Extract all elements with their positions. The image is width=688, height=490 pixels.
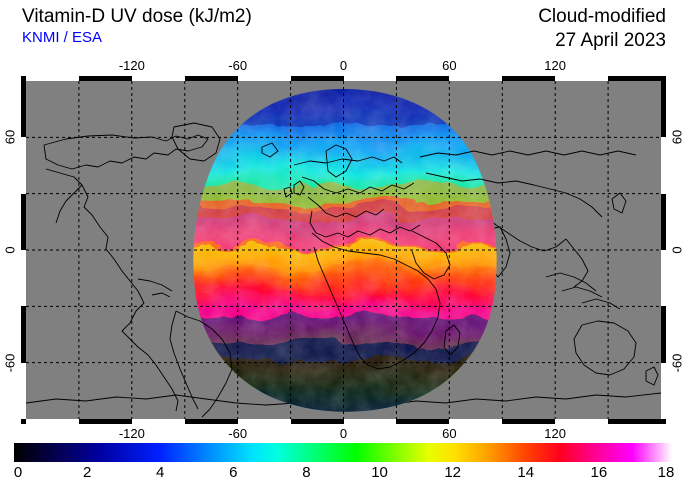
credit-label: KNMI / ESA (22, 29, 103, 46)
lon-tick-label: 0 (339, 58, 348, 73)
colorbar-tick-label: 16 (590, 464, 608, 481)
colorbar-tick-label: 10 (371, 464, 388, 481)
lon-tick-label: 60 (442, 426, 457, 441)
lat-tick-label: -60 (669, 353, 685, 373)
map-canvas (26, 81, 661, 419)
lon-tick-label: -60 (228, 58, 248, 73)
colorbar-tick-label: 8 (302, 464, 311, 481)
lon-tick-label: 120 (544, 426, 567, 441)
date-label: 27 April 2023 (555, 30, 666, 51)
figure-header-right: Cloud-modified 27 April 2023 (538, 6, 666, 52)
product-type-label: Cloud-modified (538, 6, 666, 27)
colorbar-tick-label: 18 (657, 464, 675, 481)
colorbar-tick-label: 0 (13, 464, 23, 481)
figure-header-left: Vitamin-D UV dose (kJ/m2) KNMI / ESA (22, 6, 252, 47)
lat-tick-label: 60 (669, 130, 685, 145)
lon-tick-label: 0 (339, 426, 348, 441)
page-title: Vitamin-D UV dose (kJ/m2) (22, 6, 252, 27)
lat-tick-label: -60 (2, 353, 18, 373)
colorbar-tick-label: 2 (82, 464, 92, 481)
lat-tick-label: 0 (669, 246, 685, 254)
lon-tick-label: -120 (118, 426, 145, 441)
colorbar-tick-label: 6 (229, 464, 238, 481)
map-data-area (26, 81, 661, 419)
lon-tick-label: 120 (544, 58, 567, 73)
colorbar-tick-label: 4 (156, 464, 165, 481)
lat-tick-label: 60 (2, 130, 18, 145)
colorbar: 0 2 4 6 8 10 12 14 16 18 (13, 443, 675, 487)
colorbar-tick-label: 14 (517, 464, 535, 481)
lon-tick-label: -60 (228, 426, 248, 441)
colorbar-tick-label: 12 (444, 464, 461, 481)
graticule-layer (26, 81, 661, 419)
lon-tick-label: -120 (118, 58, 145, 73)
lon-tick-label: 60 (442, 58, 457, 73)
map-plot-panel (21, 76, 666, 424)
colorbar-gradient (14, 443, 672, 462)
lat-tick-label: 0 (2, 246, 18, 254)
